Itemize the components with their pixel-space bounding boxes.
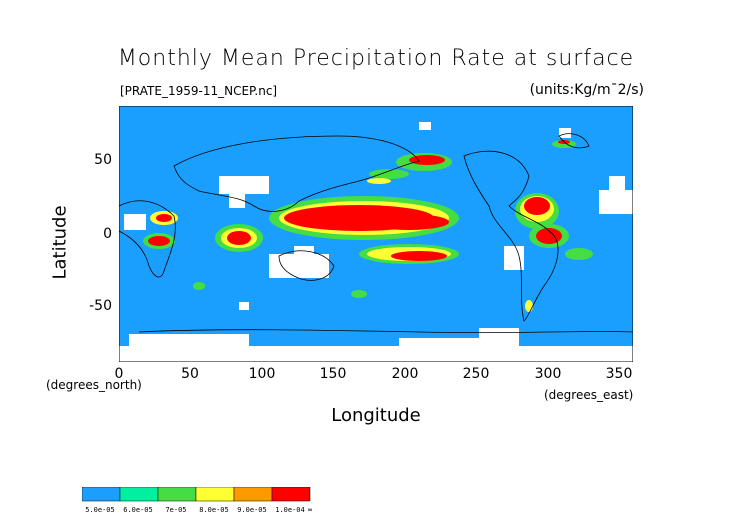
x-tick-350: 350: [605, 366, 633, 382]
precip-north-pacific: [367, 153, 452, 184]
missing-data-patches: [119, 122, 633, 362]
colorbar-label: 9.0e-05: [237, 506, 267, 514]
x-tick-150: 150: [319, 366, 347, 382]
colorbar-label: 7e-05: [165, 506, 187, 514]
y-tick-0: 0: [103, 226, 112, 242]
x-tick-0: 0: [114, 366, 124, 382]
x-axis-unit: (degrees_east): [544, 388, 634, 402]
colorbar-swatch: [233, 487, 273, 502]
colorbar-swatch: [82, 487, 121, 502]
x-tick-50: 50: [181, 366, 199, 382]
coastlines: [119, 133, 633, 333]
chart-title: Monthly Mean Precipitation Rate at surfa…: [117, 46, 635, 71]
precip-pacific-itcz: [269, 196, 459, 240]
units-label: (units:Kg/m¯2/s): [529, 82, 644, 98]
colorbar-label: 6.0e-05: [123, 506, 153, 514]
x-tick-300: 300: [534, 366, 562, 382]
colorbar-swatch: [119, 487, 159, 502]
y-tick-50: 50: [94, 152, 112, 168]
precipitation-map: [119, 106, 633, 362]
y-axis-unit: (degrees_north): [46, 378, 142, 392]
precip-americas: [515, 193, 593, 312]
x-axis-title: Longitude: [331, 405, 421, 426]
precip-africa: [143, 211, 178, 249]
colorbar: [82, 487, 311, 502]
precip-indian-ocean: [215, 224, 263, 252]
colorbar-swatch: [271, 487, 311, 502]
precip-south-pacific: [359, 244, 459, 264]
colorbar-swatch: [195, 487, 235, 502]
y-axis-title: Latitude: [49, 205, 71, 280]
x-tick-200: 200: [391, 366, 419, 382]
x-tick-100: 100: [248, 366, 276, 382]
x-tick-250: 250: [462, 366, 490, 382]
colorbar-label: ∞: [307, 506, 313, 514]
file-label: [PRATE_1959-11_NCEP.nc]: [120, 84, 278, 98]
colorbar-label: 5.0e-05: [85, 506, 115, 514]
colorbar-label: 1.0e-04: [275, 506, 305, 514]
colorbar-label: 8.0e-05: [199, 506, 229, 514]
colorbar-swatch: [157, 487, 197, 502]
y-tick-minus-50: -50: [89, 298, 112, 314]
